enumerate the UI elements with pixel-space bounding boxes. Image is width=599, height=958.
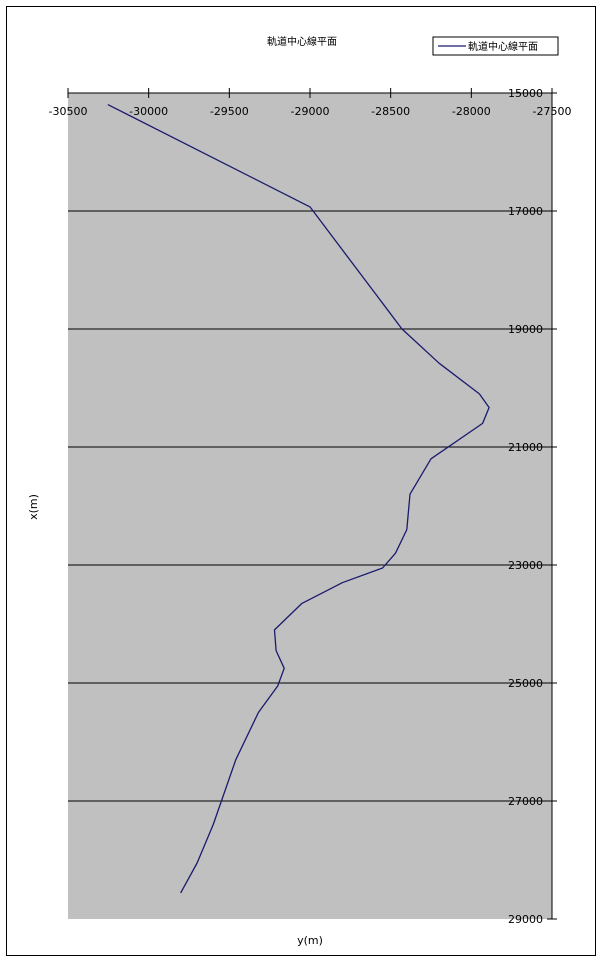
y-tick-label: 21000 (508, 441, 543, 454)
x-tick-label: -30000 (129, 105, 168, 118)
x-tick-label: -28000 (452, 105, 491, 118)
y-tick-label: 23000 (508, 559, 543, 572)
series-layer (107, 104, 490, 894)
y-axis-ticks: 15000 17000 19000 21000 23000 25000 27000 29000 (508, 87, 557, 926)
y-tick-label: 19000 (508, 323, 543, 336)
x-tick-label: -27500 (533, 105, 572, 118)
legend: 軌道中心線平面 (432, 36, 559, 56)
x-tick-label: -28500 (371, 105, 410, 118)
chart-frame: 軌道中心線平面 軌道中心線平面 -30500 -30000 -29500 -29000… (6, 6, 596, 956)
series-line-0 (107, 104, 490, 894)
y-tick-label: 29000 (508, 913, 543, 926)
x-tick-label: -29500 (210, 105, 249, 118)
y-tick-label: 25000 (508, 677, 543, 690)
x-tick-label: -30500 (49, 105, 88, 118)
gridlines (68, 210, 552, 802)
x-axis-title: y(m) (297, 934, 323, 947)
y-tick-label: 17000 (508, 205, 543, 218)
y-tick-label: 27000 (508, 795, 543, 808)
chart-title: 軌道中心線平面 (267, 35, 337, 48)
x-tick-label: -29000 (291, 105, 330, 118)
legend-box (432, 36, 559, 56)
chart-svg: 軌道中心線平面 軌道中心線平面 -30500 -30000 -29500 -29000… (27, 35, 572, 947)
y-axis-title: x(m) (27, 494, 40, 520)
x-axis-ticks: -30500 -30000 -29500 -29000 -28500 -28000 -275… (49, 88, 572, 118)
y-tick-label: 15000 (508, 87, 543, 100)
legend-entry-label: 軌道中心線平面 (468, 40, 538, 53)
plot-area (68, 93, 552, 919)
